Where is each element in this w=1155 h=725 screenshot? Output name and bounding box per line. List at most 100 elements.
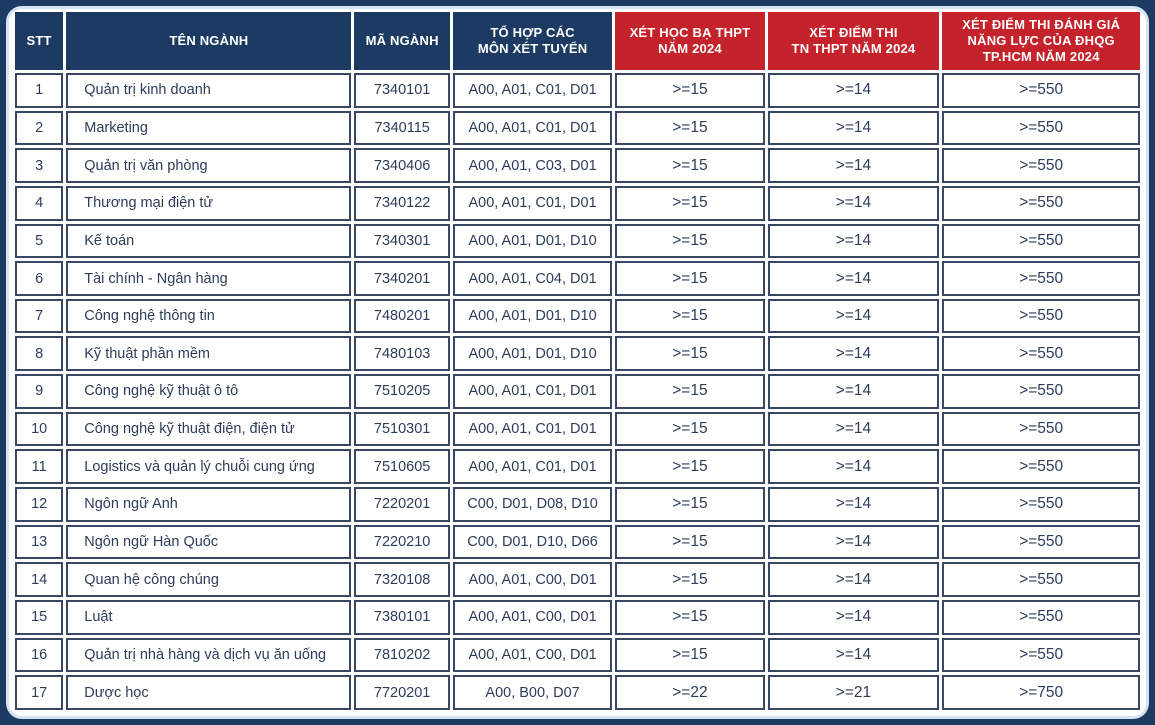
cell-tn_thpt: >=14 <box>767 223 940 259</box>
cell-ten_nganh: Ngôn ngữ Anh <box>66 487 352 522</box>
table-row: 6 Tài chính - Ngân hàng 7340201 A00, A01, C… <box>15 261 1140 296</box>
cell-hoc_ba: >=15 <box>615 185 765 221</box>
cell-stt: 7 <box>15 298 64 334</box>
cell-stt: 14 <box>15 562 64 597</box>
cell-ma_nganh: 7480201 <box>354 298 450 334</box>
cell-dgnl: >=550 <box>942 110 1140 146</box>
table-row: 12 Ngôn ngữ Anh 7220201 C00, D01, D08, D10 >… <box>15 487 1140 522</box>
cell-ten_nganh: Công nghệ thông tin <box>66 298 352 334</box>
cell-hoc_ba: >=15 <box>615 637 765 673</box>
cell-ma_nganh: 7220201 <box>354 487 450 522</box>
cell-ten_nganh: Tài chính - Ngân hàng <box>66 261 352 296</box>
cell-dgnl: >=550 <box>942 336 1140 372</box>
cell-tn_thpt: >=14 <box>767 336 940 372</box>
rounded-frame: STT TÊN NGÀNH MÃ NGÀNH TỔ HỢP CÁC MÔN XÉ… <box>6 6 1149 719</box>
cell-stt: 13 <box>15 524 64 560</box>
cell-ma_nganh: 7510301 <box>354 411 450 447</box>
table-row: 16 Quản trị nhà hàng và dịch vụ ăn uống 78… <box>15 637 1140 673</box>
cell-dgnl: >=550 <box>942 148 1140 183</box>
cell-stt: 10 <box>15 411 64 447</box>
cell-stt: 3 <box>15 148 64 183</box>
cell-hoc_ba: >=15 <box>615 599 765 635</box>
table-row: 11 Logistics và quản lý chuỗi cung ứng 751… <box>15 449 1140 485</box>
table-row: 8 Kỹ thuật phần mềm 7480103 A00, A01, D01, … <box>15 336 1140 372</box>
cell-dgnl: >=550 <box>942 298 1140 334</box>
table-row: 15 Luật 7380101 A00, A01, C00, D01 >=15 >=14 >… <box>15 599 1140 635</box>
cell-stt: 1 <box>15 73 64 108</box>
cell-hoc_ba: >=15 <box>615 148 765 183</box>
table-row: 1 Quản trị kinh doanh 7340101 A00, A01, C01… <box>15 73 1140 108</box>
cell-ma_nganh: 7340101 <box>354 73 450 108</box>
cell-ten_nganh: Kỹ thuật phần mềm <box>66 336 352 372</box>
cell-tn_thpt: >=14 <box>767 73 940 108</box>
cell-ten_nganh: Công nghệ kỹ thuật điện, điện tử <box>66 411 352 447</box>
cell-to_hop: A00, A01, C01, D01 <box>452 185 613 221</box>
cell-dgnl: >=550 <box>942 449 1140 485</box>
cell-tn_thpt: >=14 <box>767 411 940 447</box>
table-row: 10 Công nghệ kỹ thuật điện, điện tử 751030… <box>15 411 1140 447</box>
cell-stt: 15 <box>15 599 64 635</box>
cell-to_hop: A00, A01, C01, D01 <box>452 411 613 447</box>
cell-stt: 17 <box>15 675 64 710</box>
table-header-row: STT TÊN NGÀNH MÃ NGÀNH TỔ HỢP CÁC MÔN XÉ… <box>15 12 1140 70</box>
cell-tn_thpt: >=14 <box>767 185 940 221</box>
cell-ten_nganh: Dược học <box>66 675 352 710</box>
cell-stt: 5 <box>15 223 64 259</box>
cell-tn_thpt: >=21 <box>767 675 940 710</box>
cell-to_hop: C00, D01, D10, D66 <box>452 524 613 560</box>
table-row: 3 Quản trị văn phòng 7340406 A00, A01, C03,… <box>15 148 1140 183</box>
cell-ten_nganh: Quản trị kinh doanh <box>66 73 352 108</box>
cell-stt: 11 <box>15 449 64 485</box>
header-cell-hoc-ba: XÉT HỌC BẠ THPT NĂM 2024 <box>615 12 765 70</box>
cell-ma_nganh: 7340406 <box>354 148 450 183</box>
cell-stt: 4 <box>15 185 64 221</box>
cell-dgnl: >=550 <box>942 185 1140 221</box>
cell-tn_thpt: >=14 <box>767 637 940 673</box>
cell-stt: 9 <box>15 374 64 409</box>
cell-tn_thpt: >=14 <box>767 261 940 296</box>
cell-ten_nganh: Luật <box>66 599 352 635</box>
cell-ma_nganh: 7510205 <box>354 374 450 409</box>
cell-ma_nganh: 7340122 <box>354 185 450 221</box>
cell-ten_nganh: Quan hệ công chúng <box>66 562 352 597</box>
admission-score-table: STT TÊN NGÀNH MÃ NGÀNH TỔ HỢP CÁC MÔN XÉ… <box>12 9 1143 713</box>
cell-ten_nganh: Công nghệ kỹ thuật ô tô <box>66 374 352 409</box>
cell-to_hop: A00, A01, C01, D01 <box>452 73 613 108</box>
cell-hoc_ba: >=15 <box>615 411 765 447</box>
cell-hoc_ba: >=15 <box>615 73 765 108</box>
header-cell-dgnl: XÉT ĐIỂM THI ĐÁNH GIÁ NĂNG LỰC CỦA ĐHQG … <box>942 12 1140 70</box>
cell-ten_nganh: Quản trị nhà hàng và dịch vụ ăn uống <box>66 637 352 673</box>
cell-to_hop: A00, A01, C04, D01 <box>452 261 613 296</box>
cell-dgnl: >=550 <box>942 637 1140 673</box>
cell-to_hop: A00, A01, C00, D01 <box>452 599 613 635</box>
cell-to_hop: A00, B00, D07 <box>452 675 613 710</box>
cell-ten_nganh: Quản trị văn phòng <box>66 148 352 183</box>
cell-to_hop: A00, A01, D01, D10 <box>452 336 613 372</box>
cell-ma_nganh: 7320108 <box>354 562 450 597</box>
cell-to_hop: A00, A01, C03, D01 <box>452 148 613 183</box>
cell-to_hop: A00, A01, C01, D01 <box>452 374 613 409</box>
cell-stt: 12 <box>15 487 64 522</box>
cell-stt: 8 <box>15 336 64 372</box>
cell-to_hop: A00, A01, C00, D01 <box>452 562 613 597</box>
cell-dgnl: >=550 <box>942 374 1140 409</box>
cell-hoc_ba: >=15 <box>615 449 765 485</box>
cell-tn_thpt: >=14 <box>767 487 940 522</box>
cell-to_hop: A00, A01, D01, D10 <box>452 298 613 334</box>
cell-to_hop: A00, A01, C01, D01 <box>452 110 613 146</box>
cell-dgnl: >=550 <box>942 599 1140 635</box>
cell-tn_thpt: >=14 <box>767 449 940 485</box>
cell-hoc_ba: >=15 <box>615 110 765 146</box>
cell-ma_nganh: 7720201 <box>354 675 450 710</box>
cell-ten_nganh: Kế toán <box>66 223 352 259</box>
cell-hoc_ba: >=15 <box>615 298 765 334</box>
header-cell-tn-thpt: XÉT ĐIỂM THI TN THPT NĂM 2024 <box>767 12 940 70</box>
cell-tn_thpt: >=14 <box>767 599 940 635</box>
cell-stt: 2 <box>15 110 64 146</box>
cell-dgnl: >=550 <box>942 223 1140 259</box>
cell-hoc_ba: >=15 <box>615 487 765 522</box>
cell-dgnl: >=550 <box>942 261 1140 296</box>
header-cell-to-hop: TỔ HỢP CÁC MÔN XÉT TUYỂN <box>452 12 613 70</box>
cell-stt: 6 <box>15 261 64 296</box>
cell-ten_nganh: Logistics và quản lý chuỗi cung ứng <box>66 449 352 485</box>
